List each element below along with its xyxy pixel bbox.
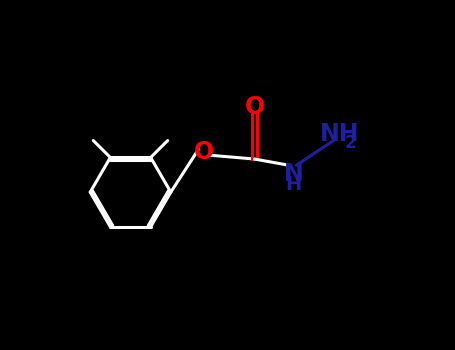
Text: H: H: [285, 175, 301, 194]
Text: 2: 2: [345, 134, 356, 152]
Text: O: O: [244, 96, 264, 119]
Text: N: N: [283, 162, 303, 186]
Text: NH: NH: [320, 122, 359, 146]
Text: O: O: [194, 140, 214, 164]
